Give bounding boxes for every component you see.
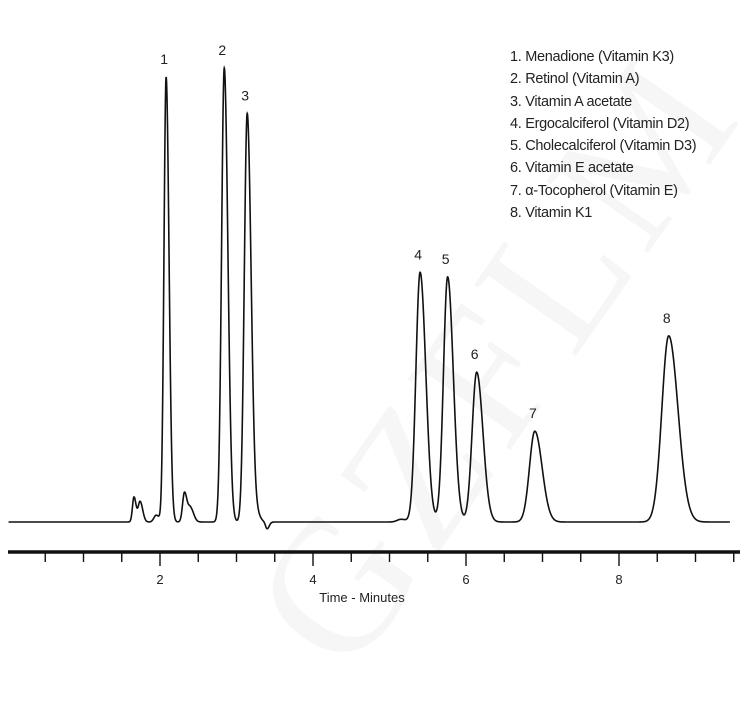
peak-label-8: 8 [663,310,671,326]
x-tick-label: 2 [156,572,163,587]
x-tick-label: 8 [615,572,622,587]
x-axis-ticks: 2 4 6 8 [44,553,735,587]
peak-label-7: 7 [529,405,537,421]
legend-item: 5. Cholecalciferol (Vitamin D3) [510,138,697,155]
legend-item: 2. Retinol (Vitamin A) [510,71,640,88]
chromatogram-chart: 1 2 3 4 5 6 7 8 2 4 6 8 Time - Minutes [8,42,740,605]
peak-label-1: 1 [160,51,168,67]
legend-item: 7. α-Tocopherol (Vitamin E) [510,182,678,199]
peak-label-6: 6 [471,346,479,362]
x-axis-title: Time - Minutes [319,590,405,605]
peak-label-2: 2 [218,42,226,58]
trace-layer [8,65,730,530]
x-tick-label: 4 [309,572,316,587]
legend-item: 3. Vitamin A acetate [510,93,632,110]
chromatogram-trace [8,65,730,530]
legend-item: 1. Menadione (Vitamin K3) [510,49,674,65]
peak-label-3: 3 [241,87,249,103]
peak-label-4: 4 [414,246,422,262]
legend-item: 4. Ergocalciferol (Vitamin D2) [510,115,690,132]
legend-item: 6. Vitamin E acetate [510,160,634,177]
legend: 1. Menadione (Vitamin K3) 2. Retinol (Vi… [510,46,697,224]
peak-label-5: 5 [442,251,450,267]
legend-item: 8. Vitamin K1 [510,205,593,222]
peak-labels: 1 2 3 4 5 6 7 8 [160,42,671,421]
x-tick-label: 6 [462,572,469,587]
